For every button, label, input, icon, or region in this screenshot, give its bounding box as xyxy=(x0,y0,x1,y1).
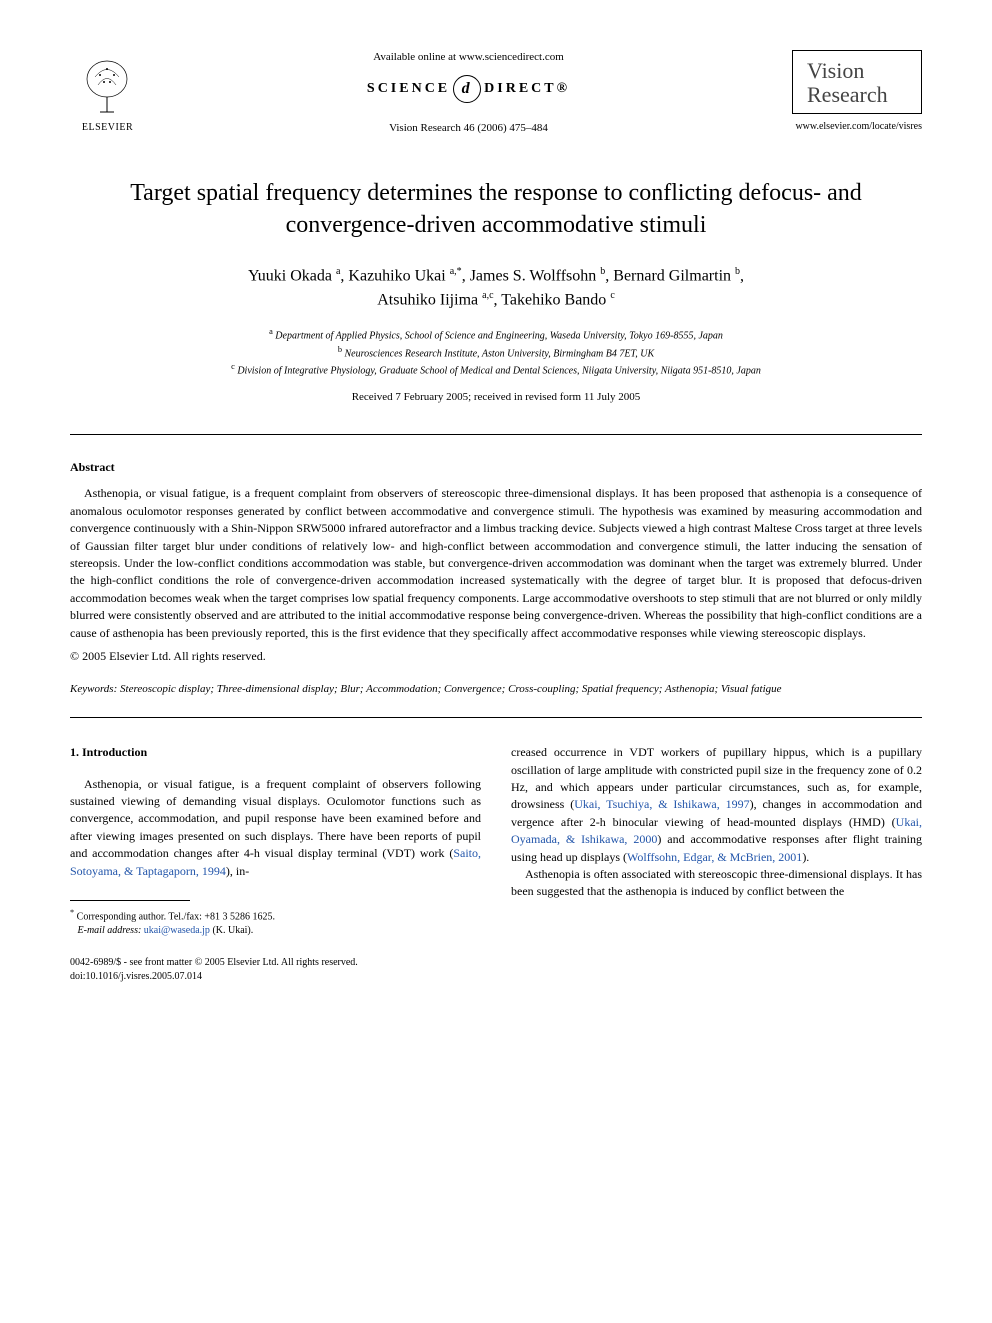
intro-text-1: Asthenopia, or visual fatigue, is a freq… xyxy=(70,777,481,861)
journal-title-box: Vision Research xyxy=(792,50,922,114)
affiliation-b: b Neurosciences Research Institute, Asto… xyxy=(70,344,922,361)
affiliation-c: c Division of Integrative Physiology, Gr… xyxy=(70,361,922,378)
affiliation-a: a Department of Applied Physics, School … xyxy=(70,326,922,343)
affiliation-a-text: Department of Applied Physics, School of… xyxy=(275,331,723,342)
authors: Yuuki Okada a, Kazuhiko Ukai a,*, James … xyxy=(70,264,922,313)
intro-paragraph-left: Asthenopia, or visual fatigue, is a freq… xyxy=(70,776,481,880)
intro-r4: ). xyxy=(802,850,809,864)
footnote-email: E-mail address: ukai@waseda.jp (K. Ukai)… xyxy=(70,924,481,938)
abstract-body-text: Asthenopia, or visual fatigue, is a freq… xyxy=(70,485,922,642)
publisher-name: ELSEVIER xyxy=(82,121,133,135)
footnote-rule xyxy=(70,900,190,901)
affiliations: a Department of Applied Physics, School … xyxy=(70,326,922,378)
affiliation-c-text: Division of Integrative Physiology, Grad… xyxy=(237,365,761,376)
corresponding-author-footnote: * Corresponding author. Tel./fax: +81 3 … xyxy=(70,907,481,938)
sd-right: DIRECT® xyxy=(484,82,570,97)
elsevier-tree-icon xyxy=(80,57,135,117)
keywords: Keywords: Stereoscopic display; Three-di… xyxy=(70,681,922,698)
bottom-meta: 0042-6989/$ - see front matter © 2005 El… xyxy=(70,956,481,984)
intro-paragraph-right-2: Asthenopia is often associated with ster… xyxy=(511,866,922,901)
abstract-copyright: © 2005 Elsevier Ltd. All rights reserved… xyxy=(70,648,922,665)
citation-link-wolffsohn[interactable]: Wolffsohn, Edgar, & McBrien, 2001 xyxy=(627,850,802,864)
intro-text-2: ), in- xyxy=(226,864,249,878)
header: ELSEVIER Available online at www.science… xyxy=(70,50,922,137)
article-title: Target spatial frequency determines the … xyxy=(100,177,892,242)
footnote-corr-text: Corresponding author. Tel./fax: +81 3 52… xyxy=(77,911,275,922)
intro-paragraph-right-1: creased occurrence in VDT workers of pup… xyxy=(511,744,922,866)
journal-box-wrapper: Vision Research www.elsevier.com/locate/… xyxy=(792,50,922,134)
column-left: 1. Introduction Asthenopia, or visual fa… xyxy=(70,744,481,984)
publisher-logo: ELSEVIER xyxy=(70,50,145,135)
sciencedirect-logo: SCIENCE DIRECT® xyxy=(165,75,772,103)
divider-bottom xyxy=(70,717,922,718)
section-1-heading: 1. Introduction xyxy=(70,744,481,761)
journal-url: www.elsevier.com/locate/visres xyxy=(792,120,922,134)
sd-left: SCIENCE xyxy=(367,82,450,97)
keywords-label: Keywords: xyxy=(70,683,117,695)
footnote-corr: * Corresponding author. Tel./fax: +81 3 … xyxy=(70,907,481,924)
available-online-text: Available online at www.sciencedirect.co… xyxy=(165,50,772,65)
sd-circle-icon xyxy=(453,75,481,103)
divider-top xyxy=(70,434,922,435)
body-columns: 1. Introduction Asthenopia, or visual fa… xyxy=(70,744,922,984)
citation-link-ukai97[interactable]: Ukai, Tsuchiya, & Ishikawa, 1997 xyxy=(574,797,749,811)
journal-title-line1: Vision xyxy=(807,59,907,83)
journal-reference: Vision Research 46 (2006) 475–484 xyxy=(165,121,772,136)
doi-line: doi:10.1016/j.visres.2005.07.014 xyxy=(70,970,481,984)
footnote-email-label: E-mail address: xyxy=(78,925,142,936)
abstract-body: Asthenopia, or visual fatigue, is a freq… xyxy=(70,485,922,642)
header-center: Available online at www.sciencedirect.co… xyxy=(145,50,792,137)
received-dates: Received 7 February 2005; received in re… xyxy=(70,390,922,405)
footnote-email-link[interactable]: ukai@waseda.jp xyxy=(144,925,210,936)
affiliation-b-text: Neurosciences Research Institute, Aston … xyxy=(344,348,654,359)
abstract-heading: Abstract xyxy=(70,459,922,476)
footnote-email-who: (K. Ukai). xyxy=(212,925,253,936)
column-right: creased occurrence in VDT workers of pup… xyxy=(511,744,922,984)
journal-title-line2: Research xyxy=(807,83,907,107)
keywords-text: Stereoscopic display; Three-dimensional … xyxy=(120,683,782,695)
front-matter-line: 0042-6989/$ - see front matter © 2005 El… xyxy=(70,956,481,970)
